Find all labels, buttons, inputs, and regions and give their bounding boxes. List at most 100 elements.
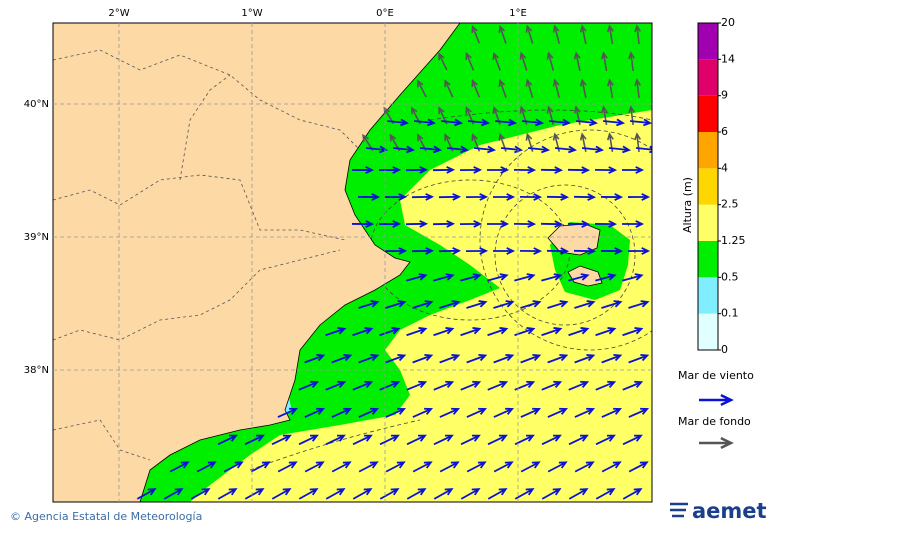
arrow-wind <box>411 247 435 255</box>
arrow-wind <box>466 461 487 473</box>
arrow-wind <box>365 145 389 154</box>
legend-label: Mar de viento <box>678 369 754 382</box>
colorbar-label: 14 <box>721 52 735 65</box>
arrow-wind <box>379 380 401 391</box>
arrow-wind <box>385 407 407 418</box>
arrow-wind <box>601 407 623 418</box>
arrow-swell <box>634 78 642 99</box>
arrow-wind <box>378 166 402 174</box>
arrow-swell <box>628 51 635 72</box>
arrow-wind <box>250 461 271 473</box>
arrow-wind <box>432 166 456 174</box>
arrow-wind <box>540 220 564 228</box>
arrow-wind <box>547 300 569 309</box>
arrow-wind <box>595 273 617 282</box>
arrow-swell <box>444 79 454 98</box>
arrow-wind <box>358 300 380 309</box>
arrow-wind <box>594 220 618 228</box>
arrow-wind <box>622 380 644 391</box>
arrow-wind <box>547 407 569 418</box>
arrow-wind <box>190 488 211 500</box>
arrow-wind <box>573 193 597 201</box>
arrow-wind <box>466 353 488 364</box>
arrow-wind <box>487 434 508 446</box>
arrow-wind <box>573 247 597 255</box>
arrow-wind <box>600 247 624 255</box>
arrow-wind <box>595 488 616 500</box>
colorbar-label: 0.5 <box>721 270 739 283</box>
credit: © Agencia Estatal de Meteorología <box>10 510 202 523</box>
arrow-wind <box>492 193 516 201</box>
arrow-wind <box>487 327 509 337</box>
arrow-wind <box>494 118 518 127</box>
arrow-wind <box>602 118 626 127</box>
colorbar: 0 0.1 0.5 1.25 2.5 4 6 9 14 20 <box>697 16 746 356</box>
arrow-wind <box>432 220 456 228</box>
arrow-wind <box>331 353 353 364</box>
arrow-wind <box>554 145 578 154</box>
arrow-wind <box>621 166 645 174</box>
arrow-wind <box>541 380 563 391</box>
arrow-wind <box>547 353 569 364</box>
arrow-wind <box>352 488 373 500</box>
arrow-wind <box>385 461 406 473</box>
arrow-wind <box>600 193 624 201</box>
arrow-wind <box>568 327 590 337</box>
arrow-wind <box>325 327 347 337</box>
arrow-wind <box>304 461 325 473</box>
arrow-wind <box>628 407 650 418</box>
arrow-wind <box>595 380 617 391</box>
colorbar-label: 0 <box>721 343 728 356</box>
arrow-swell <box>465 51 475 71</box>
arrow-swell <box>525 24 534 44</box>
arrow-swell <box>525 78 534 98</box>
arrow-wind <box>520 353 542 364</box>
colorbar-band <box>698 59 718 96</box>
arrow-wind <box>352 327 374 337</box>
arrow-wind <box>493 461 514 473</box>
arrow-wind <box>460 488 481 500</box>
arrow-wind <box>223 461 244 473</box>
arrow-wind <box>406 327 428 337</box>
lon-label: 1°W <box>241 8 262 19</box>
arrow-wind <box>244 434 265 446</box>
arrow-wind <box>487 273 509 282</box>
arrow-wind <box>574 461 595 473</box>
arrow-wind <box>594 166 618 174</box>
arrow-wind <box>405 220 429 228</box>
arrow-wind <box>244 488 265 500</box>
arrow-wind <box>439 300 461 309</box>
arrow-wind <box>540 166 564 174</box>
colorbar-label: 0.1 <box>721 307 739 320</box>
arrow-wind <box>628 353 650 364</box>
arrow-wind <box>548 118 572 127</box>
arrow-wind <box>574 353 596 364</box>
arrow-wind <box>277 461 298 473</box>
legend-arrow <box>699 437 734 449</box>
lon-label: 2°W <box>108 8 129 19</box>
logo: aemet <box>670 499 767 523</box>
arrow-wind <box>622 327 644 337</box>
arrow-wind <box>514 488 535 500</box>
arrow-wind <box>520 300 542 309</box>
arrow-wind <box>325 380 347 391</box>
arrow-wind <box>622 273 644 282</box>
arrow-wind <box>466 407 488 418</box>
arrow-wind <box>419 145 443 154</box>
arrow-wind <box>465 193 489 201</box>
arrow-swell <box>417 79 427 98</box>
arrow-wind <box>567 166 591 174</box>
arrow-wind <box>439 407 461 418</box>
arrow-wind <box>392 145 416 154</box>
colorbar-band <box>698 277 718 314</box>
arrow-swell <box>579 24 587 44</box>
colorbar-label: 20 <box>721 16 735 29</box>
arrow-wind <box>460 380 482 391</box>
arrow-wind <box>298 380 320 391</box>
arrow-wind <box>574 407 596 418</box>
arrow-wind <box>568 434 589 446</box>
arrow-wind <box>439 461 460 473</box>
arrow-wind <box>412 353 434 364</box>
arrow-wind <box>581 145 605 154</box>
arrow-wind <box>136 488 157 500</box>
